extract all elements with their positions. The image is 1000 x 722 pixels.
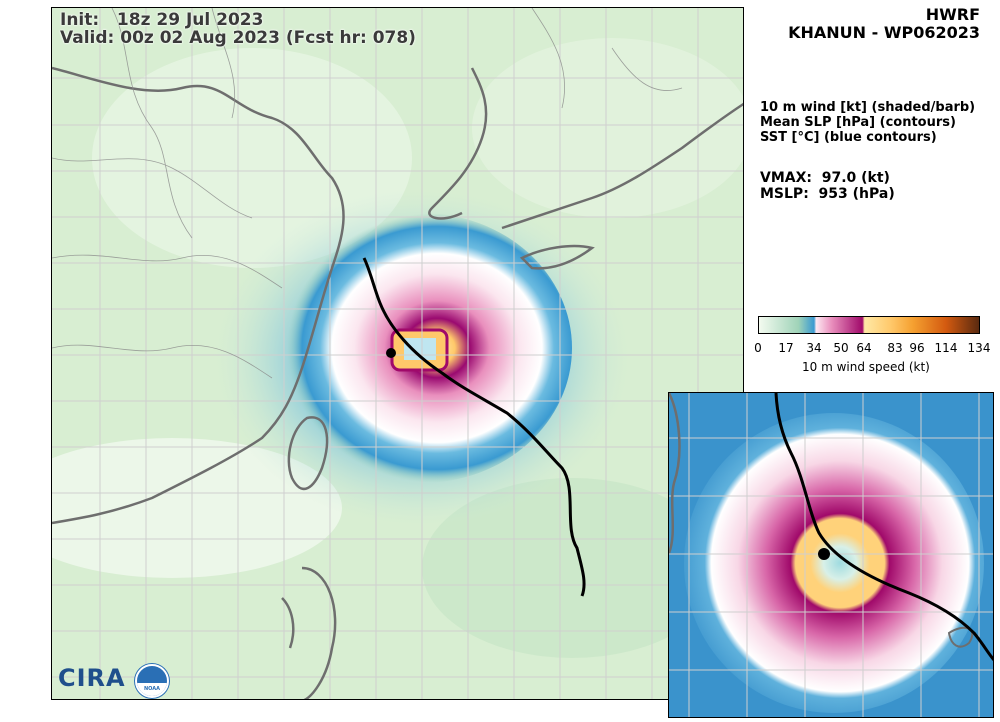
colorbar-tick: 114 [934, 341, 958, 355]
valid-time: Valid: 00z 02 Aug 2023 (Fcst hr: 078) [60, 28, 416, 48]
inset-canvas [669, 393, 993, 717]
storm-track [362, 257, 586, 597]
kyushu-coast [519, 244, 595, 270]
taiwan-coast [287, 416, 329, 491]
mslp-value: MSLP: 953 (hPa) [760, 186, 895, 202]
colorbar-tick: 64 [856, 341, 872, 355]
inset-storm-track [774, 393, 993, 662]
japan-coast [501, 102, 743, 230]
inset-storm-core [684, 413, 984, 713]
inset-grid [669, 393, 993, 717]
storm-name: KHANUN - WP062023 [788, 23, 980, 42]
colorbar-tick: 83 [887, 341, 903, 355]
colorbar-label: 10 m wind speed (kt) [802, 360, 930, 374]
korea-coast [428, 67, 488, 220]
lat-lon-grid [52, 8, 743, 699]
cira-logo: CIRA [58, 664, 126, 692]
vmax-value: VMAX: 97.0 (kt) [760, 170, 890, 186]
inset-zoom-map [668, 392, 994, 718]
map-canvas [52, 8, 743, 699]
colorbar-tick: 50 [833, 341, 849, 355]
inset-coastline [669, 393, 681, 554]
field-sst: SST [°C] (blue contours) [760, 130, 937, 145]
colorbar-tick: 134 [967, 341, 991, 355]
colorbar-tick: 96 [909, 341, 925, 355]
wind-colorbar [758, 316, 980, 334]
colorbar-tick: 0 [754, 341, 762, 355]
province-borders [52, 8, 683, 379]
colorbar-tick: 17 [778, 341, 794, 355]
luzon-coast [281, 566, 337, 699]
coastlines [52, 66, 743, 699]
field-wind: 10 m wind [kt] (shaded/barb) [760, 100, 976, 115]
init-time: Init: 18z 29 Jul 2023 [60, 10, 264, 30]
inset-island [947, 626, 974, 648]
noaa-logo: NOAA [135, 664, 169, 698]
main-wind-map [51, 7, 744, 700]
inset-storm-center [818, 548, 830, 560]
model-name: HWRF [925, 5, 980, 24]
colorbar-tick: 34 [806, 341, 822, 355]
field-slp: Mean SLP [hPa] (contours) [760, 115, 956, 130]
storm-center-marker [386, 348, 396, 358]
